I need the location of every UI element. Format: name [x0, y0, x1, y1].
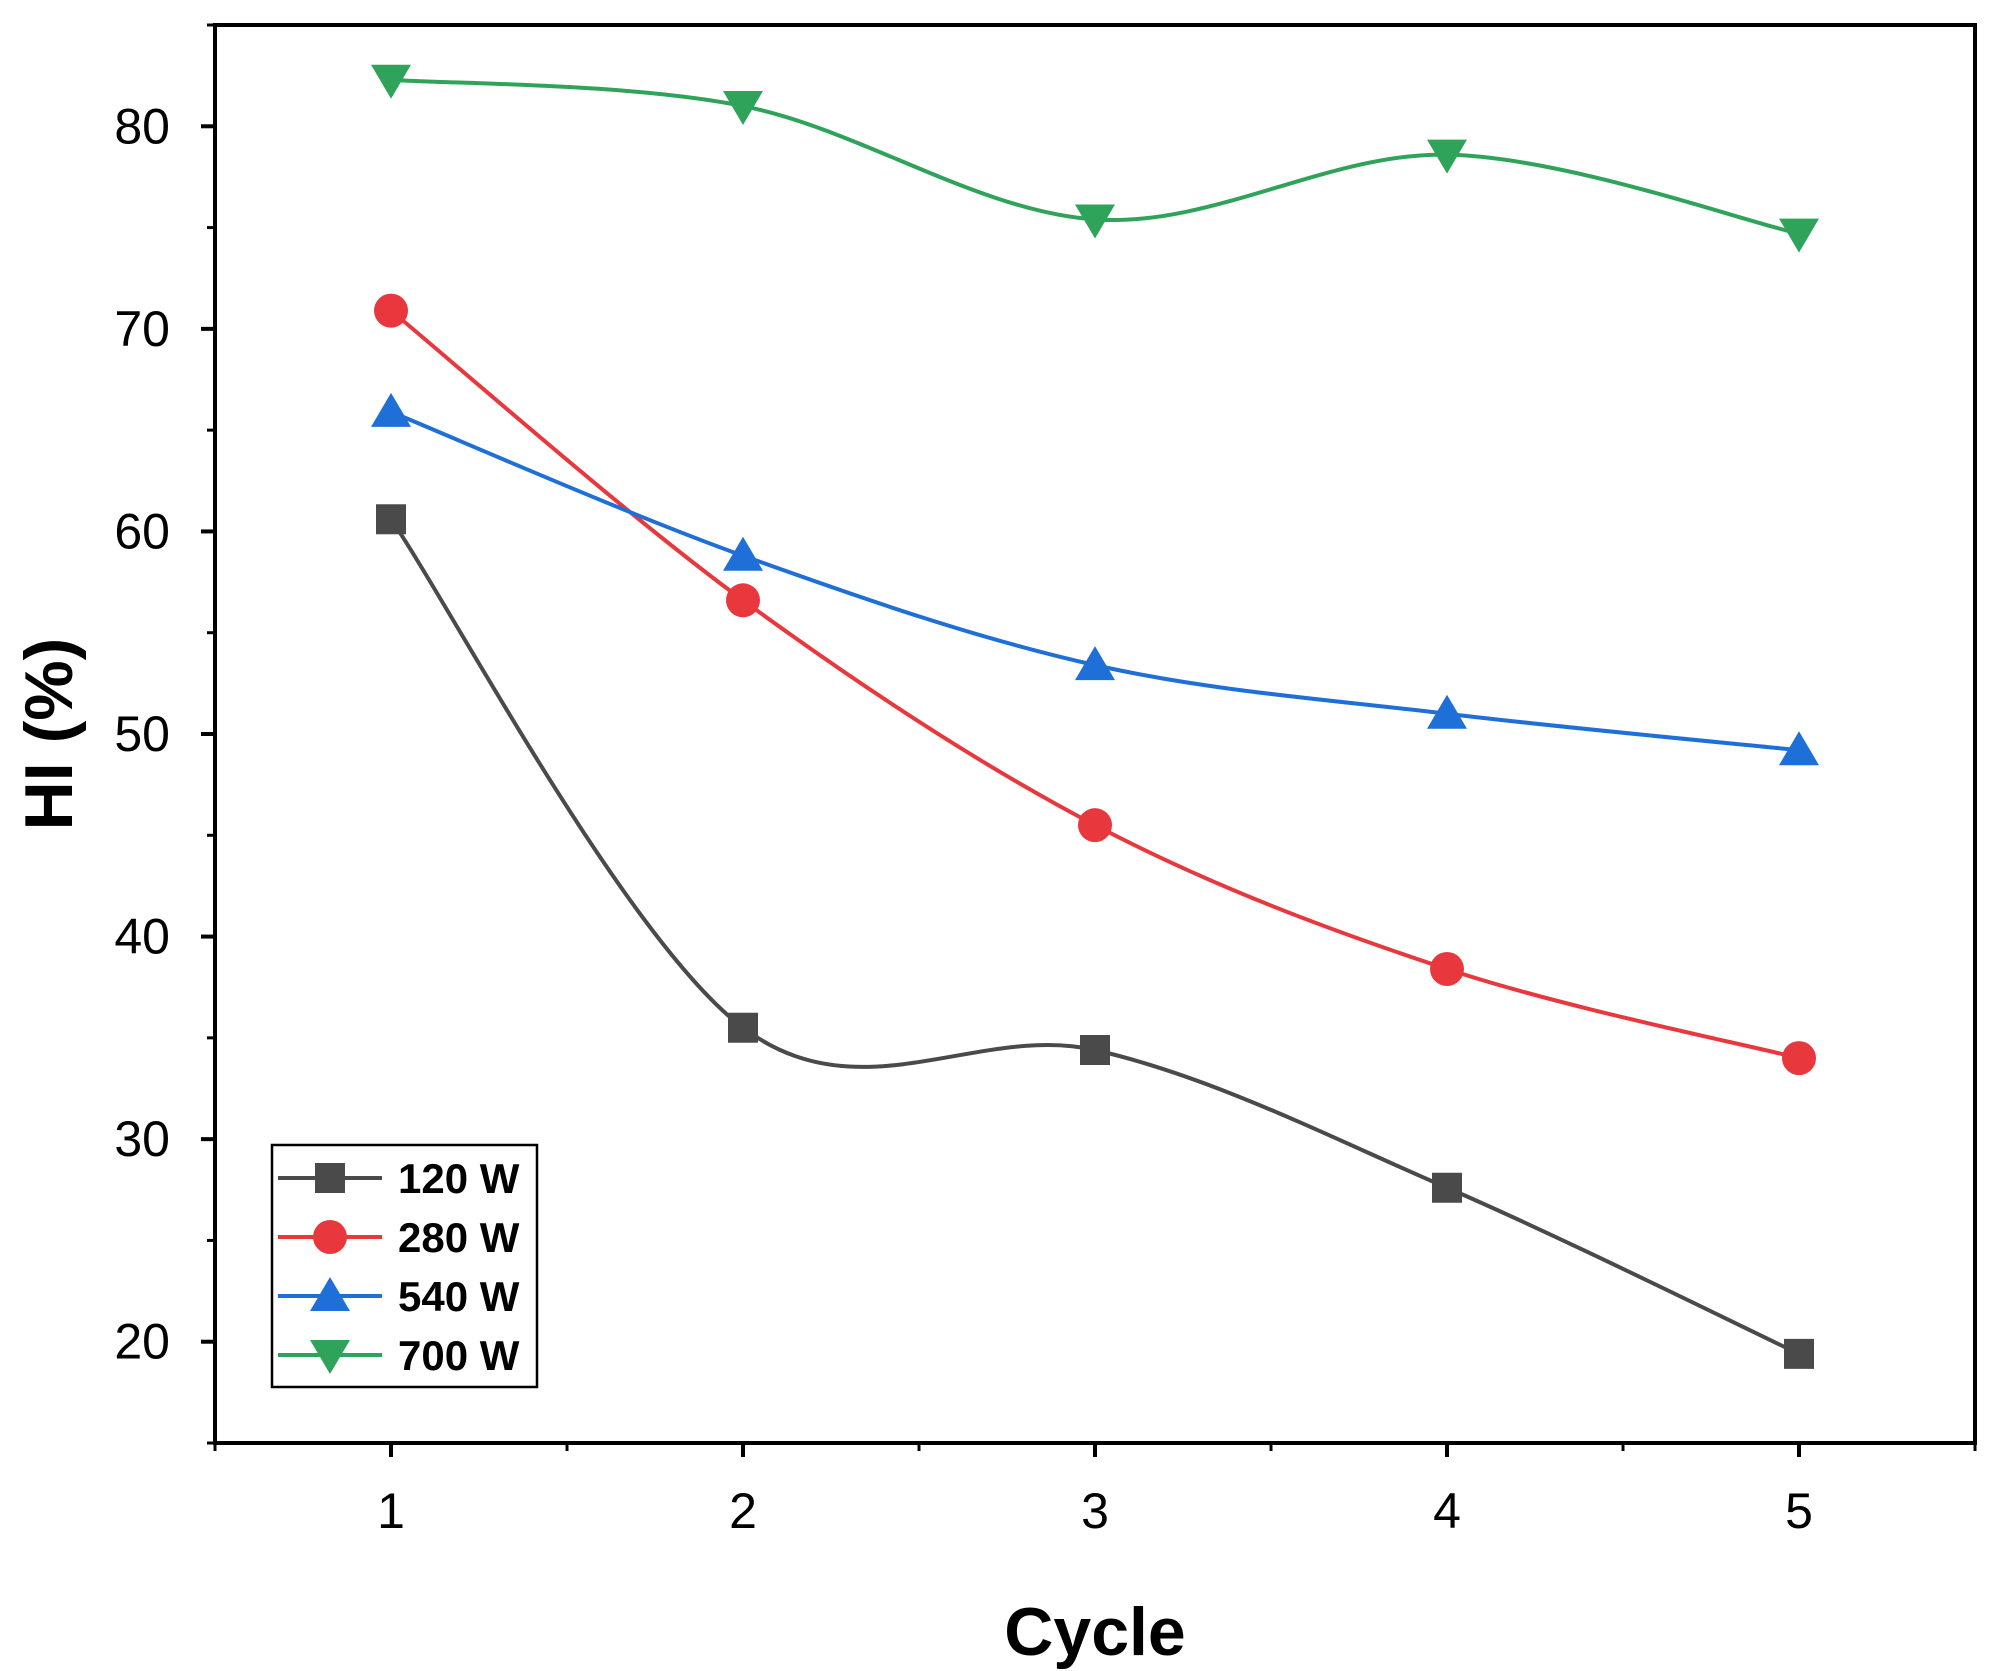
y-axis-title: HI (%): [11, 638, 87, 831]
series-280w: [374, 293, 1816, 1076]
legend-label: 700 W: [398, 1332, 520, 1379]
legend: 120 W 280 W 540 W 700 W: [270, 1143, 539, 1389]
data-point: [723, 536, 763, 571]
y-tick-label: 40: [114, 909, 170, 965]
x-tick-label: 2: [729, 1483, 757, 1539]
data-point: [1779, 731, 1819, 766]
series-line: [389, 518, 1800, 1356]
series-line: [389, 309, 1800, 1061]
x-axis: 1 2 3 4 5: [213, 1443, 1977, 1539]
data-point: [1078, 808, 1112, 843]
legend-marker: [310, 1277, 350, 1311]
legend-marker: [310, 1340, 350, 1374]
data-point: [371, 392, 411, 427]
data-point: [1779, 218, 1819, 253]
data-point: [376, 504, 406, 535]
data-point: [1427, 694, 1467, 729]
data-point: [374, 293, 408, 328]
x-tick-label: 5: [1785, 1483, 1813, 1539]
series-540w: [371, 392, 1819, 766]
data-point: [1427, 139, 1467, 174]
data-point: [1430, 951, 1464, 986]
legend-label: 280 W: [398, 1214, 520, 1261]
series-line: [390, 410, 1800, 753]
x-tick-label: 4: [1433, 1483, 1461, 1539]
legend-label: 540 W: [398, 1273, 520, 1320]
x-axis-title: Cycle: [1004, 1594, 1185, 1670]
legend-item: 280 W: [278, 1214, 520, 1261]
data-point: [1784, 1338, 1814, 1369]
legend-item: 540 W: [278, 1273, 520, 1320]
x-tick-label: 1: [377, 1483, 405, 1539]
y-tick-label: 50: [114, 706, 170, 762]
data-point: [1782, 1041, 1816, 1076]
data-point: [1080, 1035, 1110, 1066]
y-axis: 20 30 40 50 60 70 80: [114, 23, 215, 1445]
series-layer: [371, 64, 1819, 1369]
data-point: [1075, 646, 1115, 681]
x-tick-label: 3: [1081, 1483, 1109, 1539]
data-point: [1432, 1172, 1462, 1203]
y-tick-label: 20: [114, 1314, 170, 1370]
legend-marker: [315, 1163, 345, 1193]
y-tick-label: 60: [114, 503, 170, 559]
y-tick-label: 80: [114, 98, 170, 154]
data-point: [728, 1012, 758, 1043]
data-point: [1075, 204, 1115, 239]
series-120w: [376, 504, 1814, 1369]
legend-label: 120 W: [398, 1155, 520, 1202]
legend-item: 120 W: [278, 1155, 520, 1202]
y-tick-label: 70: [114, 301, 170, 357]
series-700w: [371, 64, 1819, 253]
data-point: [723, 91, 763, 126]
legend-marker: [313, 1220, 347, 1254]
data-point: [371, 64, 411, 99]
legend-item: 700 W: [278, 1332, 520, 1379]
data-point: [726, 583, 760, 618]
y-tick-label: 30: [114, 1111, 170, 1167]
